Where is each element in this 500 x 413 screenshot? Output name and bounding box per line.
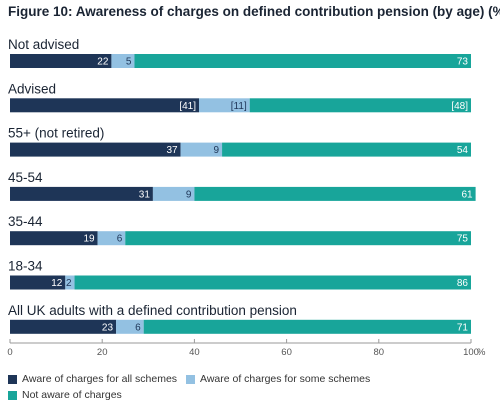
data-label: 86 [457,278,469,289]
bar-segment [10,142,181,157]
category-label: Not advised [8,37,79,52]
bar-segment [152,186,195,201]
bar-segment [125,231,471,246]
bar-segment [111,54,135,68]
category-label: 35-44 [8,214,43,229]
data-label: 9 [213,145,219,156]
bar-segment [65,275,75,290]
x-tick-label: 0 [7,347,12,358]
stacked-bar-chart: Not advised 22 5 73 Advised [41] [11] [48] 55+ (… [7,37,486,358]
data-label: 12 [51,278,63,289]
category-label: All UK adults with a defined contributio… [8,303,297,318]
bar-segment [74,275,471,290]
chart-title: Figure 10: Awareness of charges on defin… [8,4,500,19]
data-label: 37 [166,145,178,156]
data-label: 61 [461,189,473,200]
bar-segment [199,98,250,113]
x-tick-label: 20 [97,347,108,358]
legend-label: Not aware of charges [22,389,122,401]
data-label: 2 [66,278,72,289]
bar-segment [97,231,126,246]
legend-item: Not aware of charges [8,389,122,401]
bar-segment [222,142,471,157]
x-tick-label: 60 [281,347,292,358]
x-tick-label: 80 [374,347,385,358]
data-label: 31 [139,189,151,200]
bar-segment [10,319,117,334]
x-tick-label: 100 [463,347,479,358]
bar-segment [10,54,112,68]
category-label: 18-34 [8,259,43,274]
bar-segment [180,142,223,157]
data-label: [48] [451,101,468,112]
category-label: Advised [8,81,56,96]
data-label: 71 [457,322,469,333]
data-label: 54 [457,145,469,156]
bar-segment [10,98,200,113]
bar-segment [10,275,66,290]
data-label: 75 [457,234,469,245]
legend-label: Aware of charges for all schemes [22,373,178,385]
data-label: 6 [135,322,141,333]
data-label: 6 [117,234,123,245]
x-axis-unit: % [477,347,486,358]
data-label: [41] [179,101,196,112]
bar-segment [116,319,144,334]
legend-swatch [8,390,17,400]
legend-swatch [8,374,17,384]
legend-label: Aware of charges for some schemes [200,373,371,385]
data-label: 22 [97,57,109,68]
legend-item: Aware of charges for some schemes [186,373,370,385]
data-label: 23 [102,322,114,333]
bar-segment [194,186,476,201]
bar-segment [143,319,471,334]
bar-segment [249,98,471,113]
legend-swatch [186,374,195,384]
x-tick-label: 40 [189,347,200,358]
bar-segment [10,186,153,201]
bar-segment [10,231,98,246]
bar-segment [134,54,471,68]
data-label: [11] [231,101,247,112]
data-label: 9 [186,189,192,200]
data-label: 73 [457,57,469,68]
legend-item: Aware of charges for all schemes [8,373,177,385]
data-label: 5 [126,57,132,68]
category-label: 55+ (not retired) [8,126,104,141]
data-label: 19 [83,234,95,245]
category-label: 45-54 [8,170,43,185]
